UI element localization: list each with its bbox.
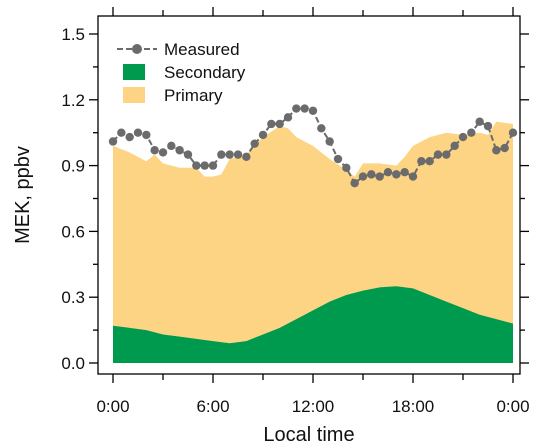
measured-point [142, 130, 151, 140]
measured-point [442, 150, 451, 159]
x-tick-label: 18:00 [392, 397, 435, 416]
measured-point [492, 146, 501, 155]
legend: Measured Secondary Primary [117, 40, 246, 105]
measured-point [200, 161, 209, 170]
measured-point [117, 128, 126, 137]
x-tick-label: 0:00 [96, 397, 129, 416]
measured-point [433, 150, 443, 159]
measured-point [392, 170, 401, 179]
legend-primary-label: Primary [164, 86, 223, 105]
legend-primary-swatch [123, 87, 145, 103]
measured-point [250, 139, 259, 148]
measured-point [375, 172, 384, 181]
measured-point [308, 106, 318, 115]
measured-point [358, 172, 368, 181]
measured-point [258, 130, 268, 140]
y-tick-label: 1.5 [61, 25, 85, 44]
axes: 0:00 6:00 12:00 18:00 0:00 0.0 0.3 0.6 0.9 1.2 1.5… [12, 7, 530, 444]
measured-point [425, 157, 434, 166]
x-tick-label: 6:00 [196, 397, 229, 416]
measured-point [508, 128, 518, 137]
legend-secondary-label: Secondary [164, 63, 246, 82]
measured-point [467, 128, 476, 137]
measured-point [275, 119, 284, 129]
measured-point [383, 167, 393, 177]
measured-point [350, 178, 359, 188]
measured-point [192, 161, 201, 170]
measured-point [267, 119, 276, 129]
y-tick-label: 0.9 [61, 157, 85, 176]
y-tick-label: 0.3 [61, 288, 85, 307]
legend-measured-marker [132, 44, 142, 54]
measured-point [292, 104, 301, 113]
plot-frame [97, 15, 521, 375]
measured-point [367, 170, 376, 179]
measured-point [500, 143, 509, 153]
measured-point [167, 141, 176, 151]
measured-point [408, 172, 418, 181]
measured-point [208, 161, 218, 170]
x-tick-label: 0:00 [496, 397, 529, 416]
x-tick-label: 12:00 [292, 397, 335, 416]
measured-point [242, 152, 251, 162]
measured-point [342, 163, 351, 172]
measured-point [483, 121, 493, 131]
legend-secondary-swatch [123, 64, 145, 80]
measured-point [158, 148, 168, 157]
measured-point [333, 154, 343, 164]
measured-point [108, 137, 118, 146]
measured-point [233, 150, 243, 159]
measured-point [217, 150, 226, 159]
measured-point [133, 128, 143, 137]
measured-point [183, 150, 193, 159]
measured-point [283, 113, 293, 122]
legend-measured-label: Measured [164, 40, 240, 59]
measured-point [450, 141, 459, 151]
measured-point [475, 117, 484, 126]
measured-point [125, 132, 134, 142]
measured-point [225, 150, 234, 159]
measured-point [150, 146, 159, 155]
y-tick-label: 0.0 [61, 354, 85, 373]
x-axis-title: Local time [263, 424, 354, 444]
measured-point [400, 167, 409, 177]
y-axis-title: MEK, ppbv [12, 146, 34, 244]
secondary-area [113, 286, 513, 363]
measured-point [300, 104, 309, 113]
measured-point [417, 157, 426, 166]
measured-point [317, 124, 326, 133]
y-tick-label: 1.2 [61, 91, 85, 110]
measured-point [175, 146, 184, 155]
measured-point [325, 137, 334, 146]
plot-area [108, 104, 518, 363]
y-tick-label: 0.6 [61, 222, 85, 241]
measured-point [458, 132, 468, 142]
